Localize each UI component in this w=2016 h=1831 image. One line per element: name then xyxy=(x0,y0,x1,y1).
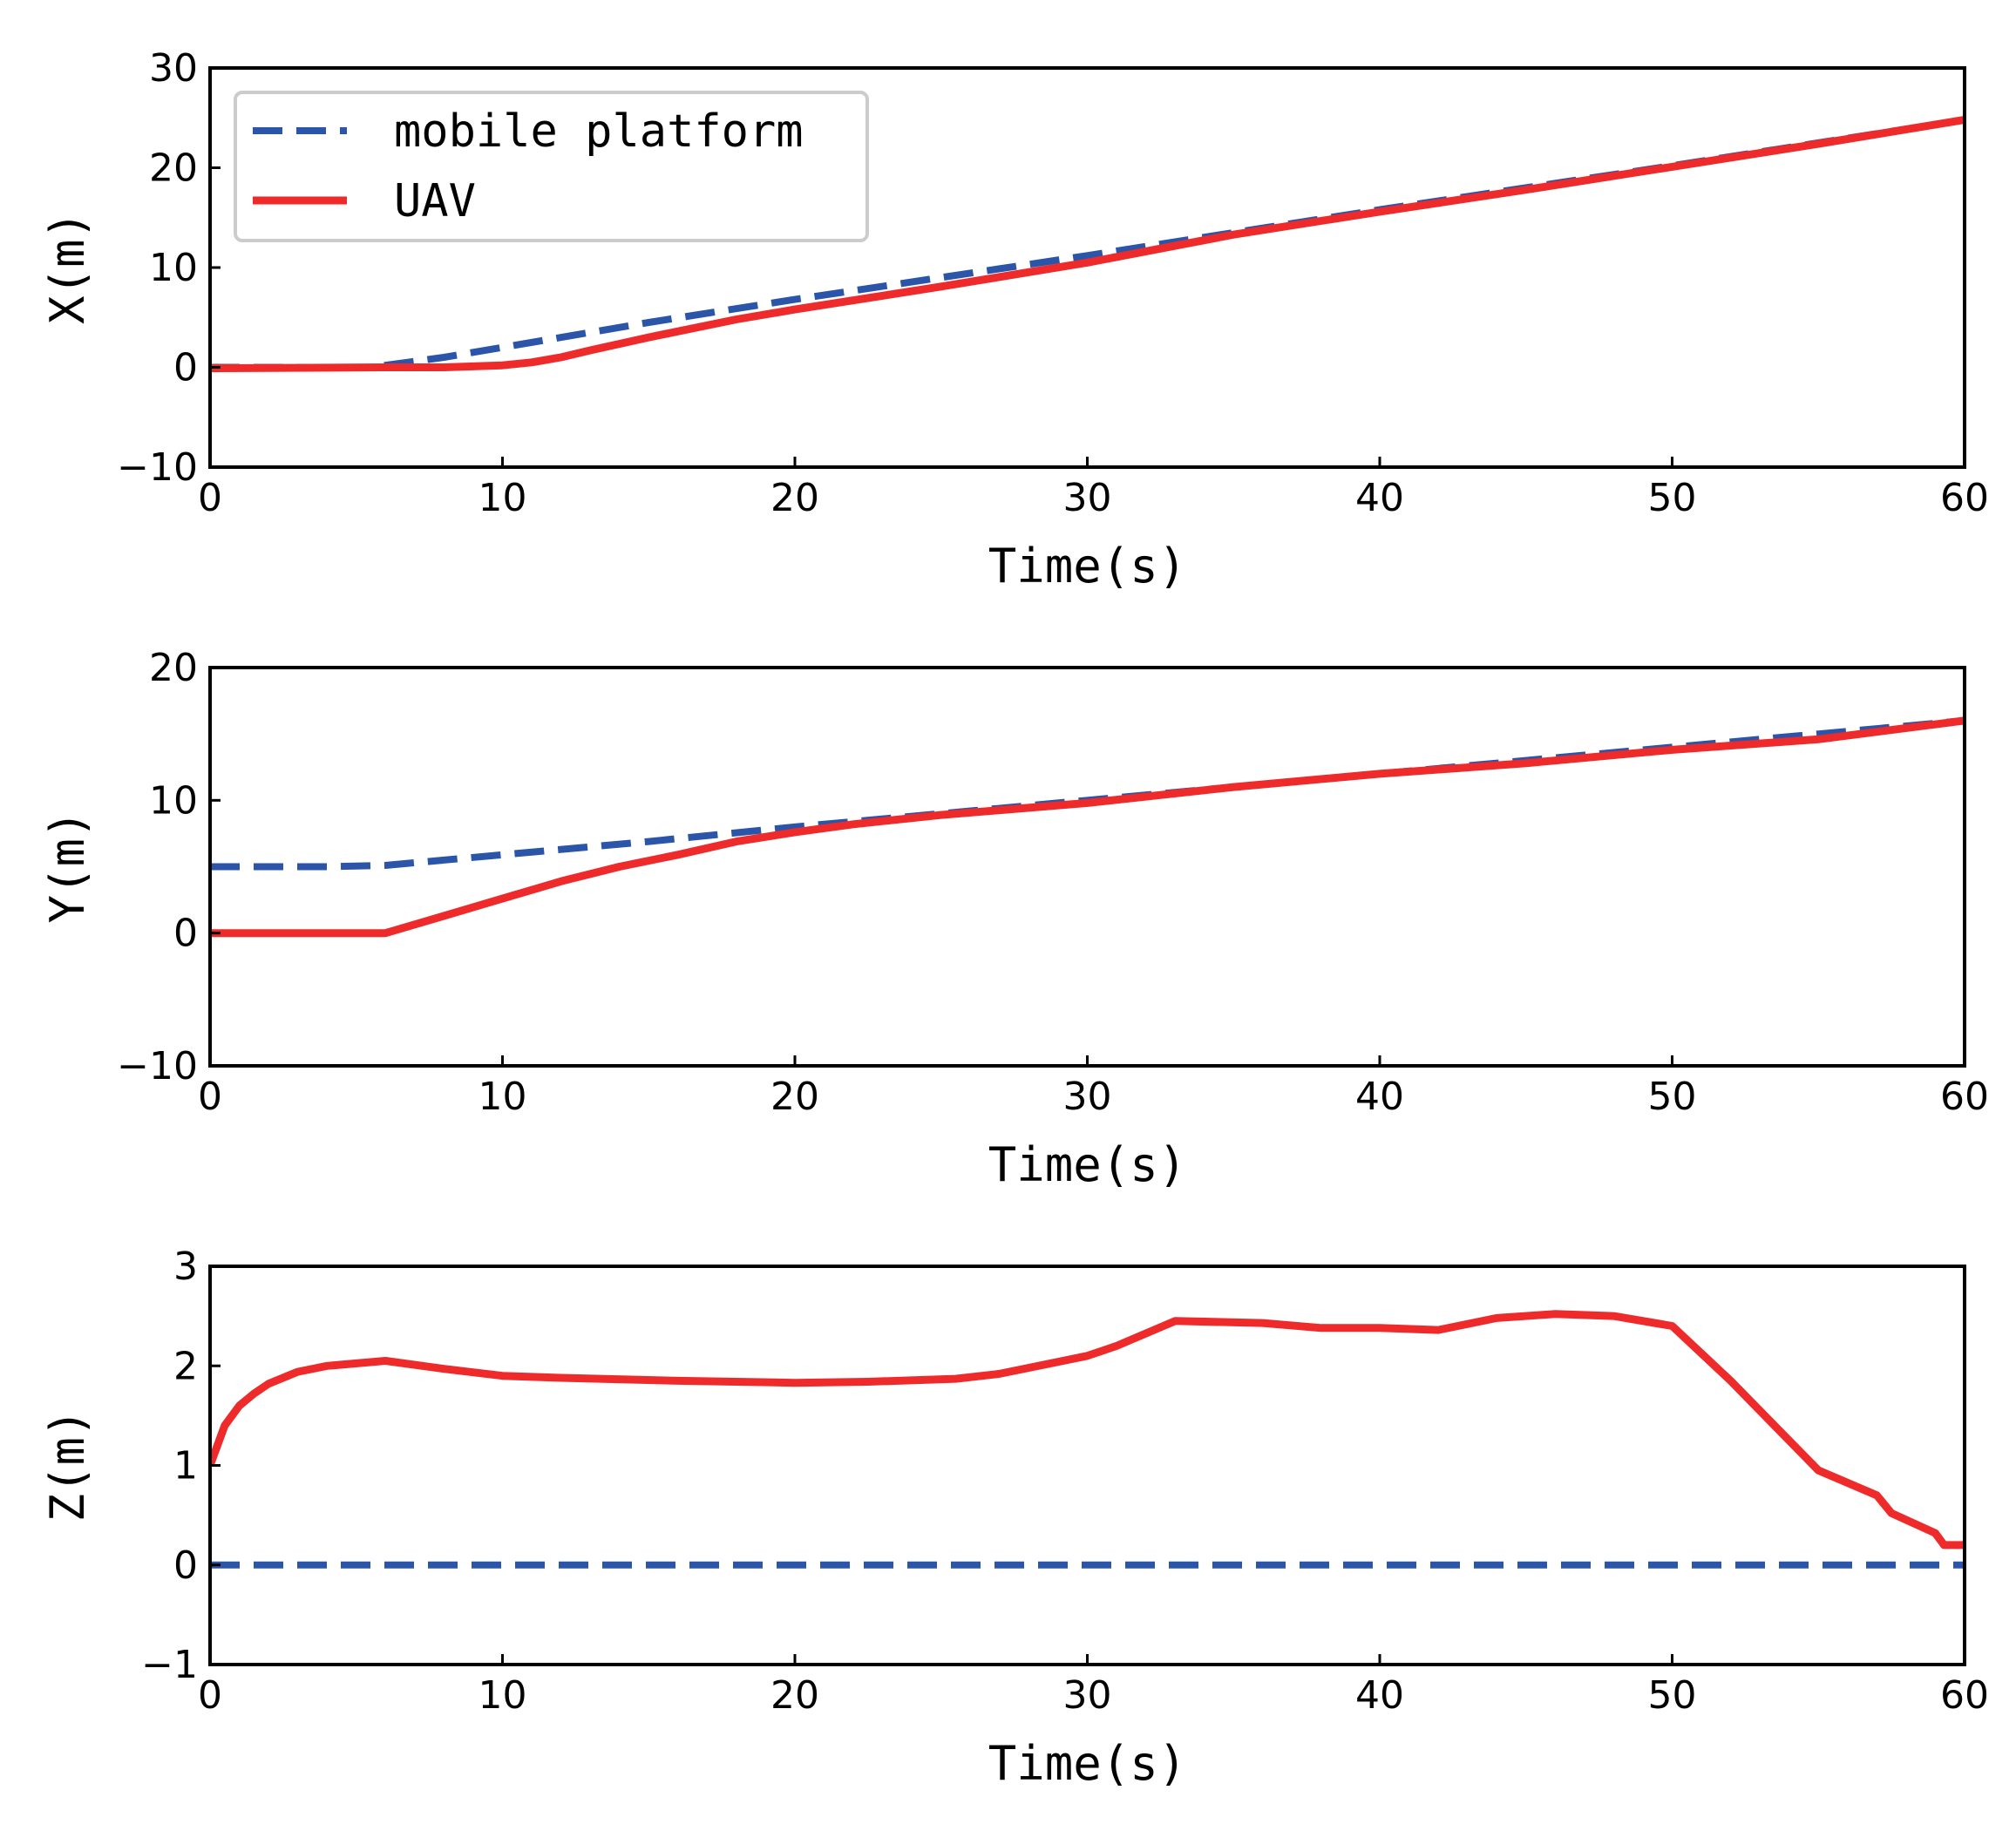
x-tick-label: 0 xyxy=(198,1075,222,1119)
x-tick-label: 20 xyxy=(770,1075,819,1119)
x-tick-label: 0 xyxy=(198,476,222,520)
series-line-uav xyxy=(210,116,1965,373)
series-line-uav xyxy=(210,716,1965,938)
y-tick-label: −1 xyxy=(141,1643,198,1687)
x-tick-label: 40 xyxy=(1355,1075,1404,1119)
y-tick-label: −10 xyxy=(117,445,198,490)
x-tick-label: 30 xyxy=(1063,476,1112,520)
y-axis-label: Y(m) xyxy=(40,810,95,923)
series-line-uav xyxy=(210,1310,1965,1550)
x-tick-label: 50 xyxy=(1648,1075,1697,1119)
y-tick-label: 0 xyxy=(173,346,198,390)
x-tick-label: 50 xyxy=(1648,476,1697,520)
x-axis-label: Time(s) xyxy=(988,1736,1187,1791)
x-tick-label: 60 xyxy=(1940,1673,1989,1718)
x-tick-label: 10 xyxy=(479,1673,527,1718)
y-tick-label: 2 xyxy=(173,1344,198,1388)
x-tick-label: 30 xyxy=(1063,1075,1112,1119)
y-tick-label: 10 xyxy=(149,246,198,290)
x-tick-label: 20 xyxy=(770,476,819,520)
y-axis-label: Z(m) xyxy=(40,1408,95,1522)
x-tick-label: 60 xyxy=(1940,1075,1989,1119)
y-tick-label: 0 xyxy=(173,912,198,956)
y-tick-label: 10 xyxy=(149,778,198,823)
y-tick-label: −10 xyxy=(117,1044,198,1088)
x-tick-label: 10 xyxy=(479,476,527,520)
y-tick-label: 20 xyxy=(149,646,198,690)
x-tick-label: 10 xyxy=(479,1075,527,1119)
x-axis-label: Time(s) xyxy=(988,1137,1187,1192)
legend-box xyxy=(234,91,869,242)
x-tick-label: 40 xyxy=(1355,1673,1404,1718)
y-axis-label: X(m) xyxy=(40,211,95,324)
x-tick-label: 0 xyxy=(198,1673,222,1718)
y-tick-label: 20 xyxy=(149,146,198,191)
x-tick-label: 40 xyxy=(1355,476,1404,520)
y-tick-label: 0 xyxy=(173,1543,198,1588)
legend-label: UAV xyxy=(394,175,476,227)
legend-label: mobile platform xyxy=(394,105,804,158)
x-tick-label: 20 xyxy=(770,1673,819,1718)
x-tick-label: 50 xyxy=(1648,1673,1697,1718)
legend: mobile platform UAV xyxy=(234,91,869,242)
x-tick-label: 60 xyxy=(1940,476,1989,520)
y-tick-label: 1 xyxy=(173,1444,198,1489)
y-tick-label: 3 xyxy=(173,1244,198,1289)
x-tick-label: 30 xyxy=(1063,1673,1112,1718)
x-axis-label: Time(s) xyxy=(988,539,1187,593)
y-tick-label: 30 xyxy=(149,46,198,91)
chart-panel-1: 0 10 20 30 40 50 60−100102030Time(s)X(m)mobile… xyxy=(40,46,1989,593)
